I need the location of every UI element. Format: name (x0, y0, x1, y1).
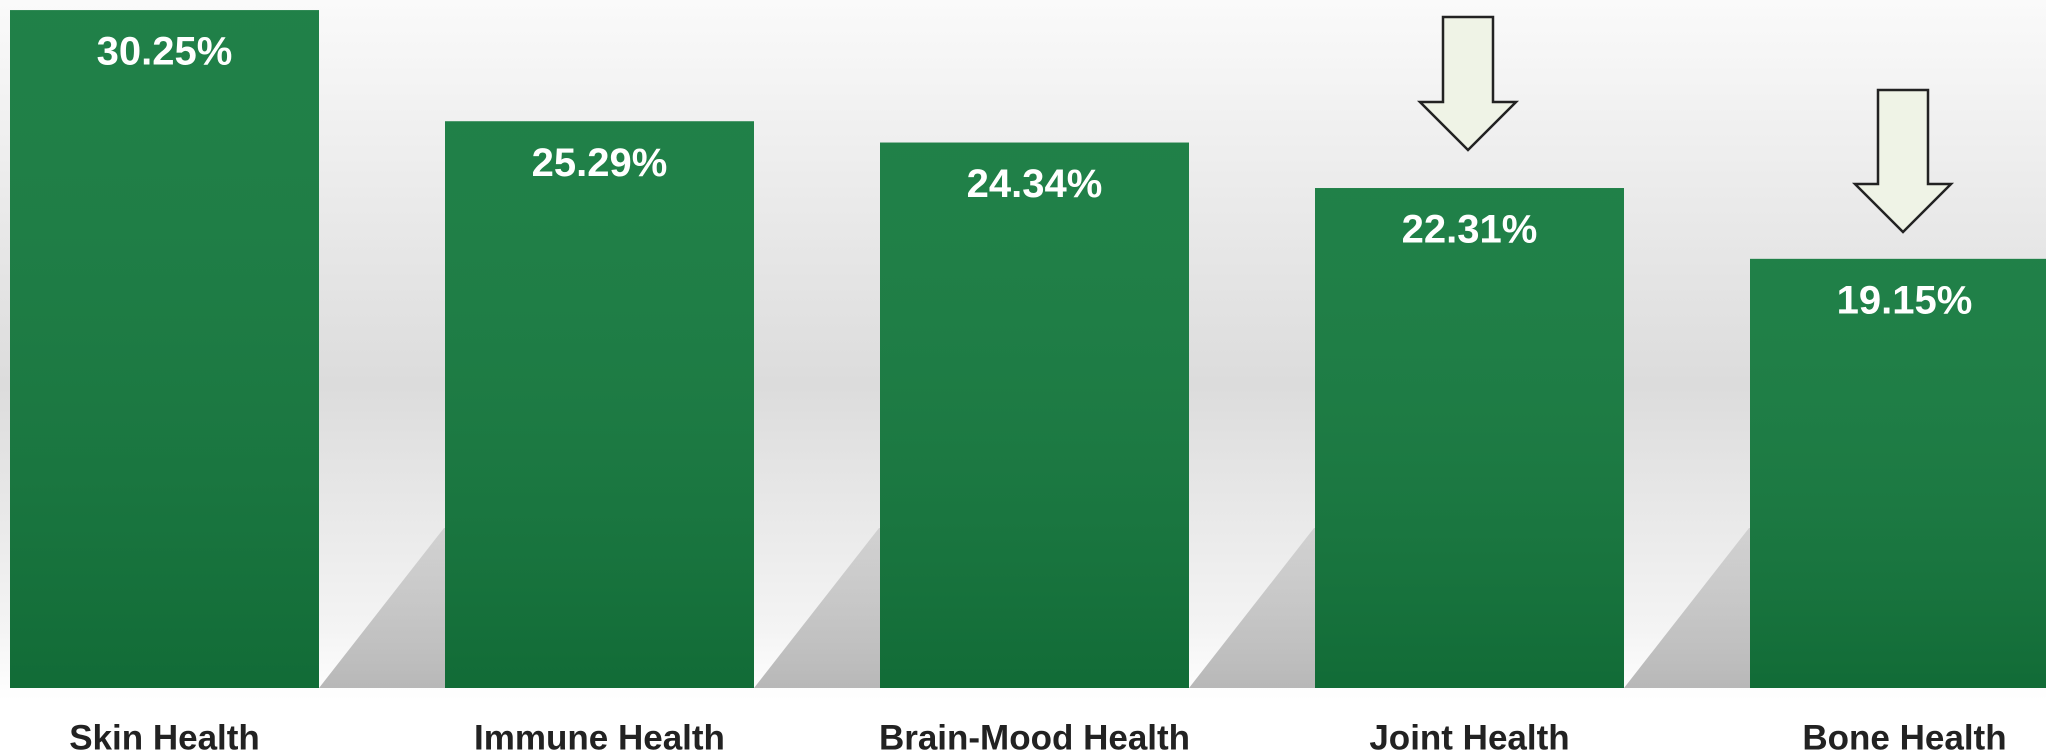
bar-shade (445, 121, 754, 688)
bar-group (1750, 258, 2046, 688)
bar-shade (1315, 188, 1624, 689)
value-label: 22.31% (1402, 208, 1538, 252)
bar-group (445, 121, 754, 688)
bar-shadow (1189, 528, 1355, 688)
bar-shadow (1624, 528, 1790, 688)
bars (10, 10, 2046, 689)
x-tick-label: Brain-Mood Health (879, 718, 1190, 755)
bar-group (880, 142, 1189, 689)
x-tick-label: Immune Health (474, 718, 725, 755)
bar-shade (880, 142, 1189, 689)
bar-group (1315, 188, 1624, 689)
value-label: 24.34% (967, 162, 1103, 206)
bar-shade (10, 10, 319, 688)
bar-shade (1750, 258, 2046, 688)
bar-shadow (754, 528, 920, 688)
value-label: 25.29% (532, 141, 668, 185)
bar-group (10, 10, 319, 688)
value-label: 30.25% (97, 30, 233, 74)
value-label: 19.15% (1837, 278, 1973, 322)
down-arrow (1851, 88, 1955, 234)
x-tick-label: Bone Health (1802, 718, 2006, 755)
x-tick-label: Joint Health (1369, 718, 1569, 755)
bar-shadow (319, 528, 485, 688)
x-tick-label: Skin Health (69, 718, 260, 755)
down-arrow (1416, 15, 1520, 152)
shadows (319, 528, 1790, 688)
